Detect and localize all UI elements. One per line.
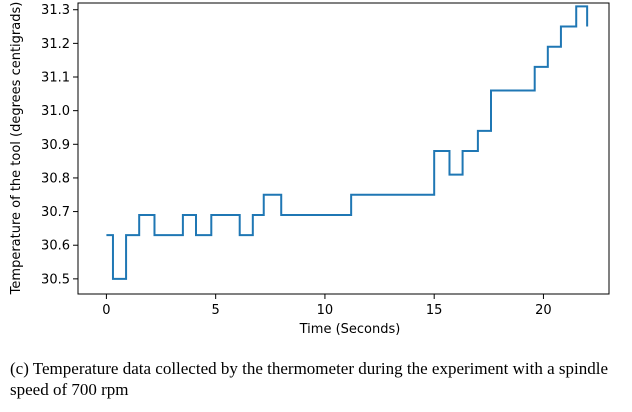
y-tick-label: 31.3 [41,3,70,18]
x-axis-label: Time (Seconds) [299,322,401,337]
x-tick-label: 10 [317,303,334,318]
y-tick-label: 30.5 [41,272,70,287]
data-series [106,5,589,280]
x-tick-label: 0 [102,303,110,318]
y-tick-label: 31.0 [41,104,70,119]
x-tick-label: 15 [426,303,443,318]
y-axis-label: Temperature of the tool (degrees centigr… [9,2,24,296]
temperature-line-chart: 30.5 30.6 30.7 30.8 30.9 31.0 31.1 31.2 31.3 0 5 1… [9,2,610,337]
y-tick-label: 30.7 [41,205,70,220]
y-tick-label: 31.1 [41,71,70,86]
x-tick-label: 5 [212,303,220,318]
plot-frame [77,2,610,295]
temperature-series-line [106,5,589,280]
figure-caption: (c) Temperature data collected by the th… [10,359,608,399]
chart-container: 30.5 30.6 30.7 30.8 30.9 31.0 31.1 31.2 31.3 0 5 1… [9,2,610,337]
y-axis-ticks: 30.5 30.6 30.7 30.8 30.9 31.0 31.1 31.2 31.3 [41,3,78,287]
x-axis-ticks: 0 5 10 15 20 [102,294,552,318]
x-tick-label: 20 [535,303,552,318]
y-tick-label: 30.8 [41,171,70,186]
y-tick-label: 30.6 [41,239,70,254]
y-tick-label: 31.2 [41,37,70,52]
y-tick-label: 30.9 [41,138,70,153]
